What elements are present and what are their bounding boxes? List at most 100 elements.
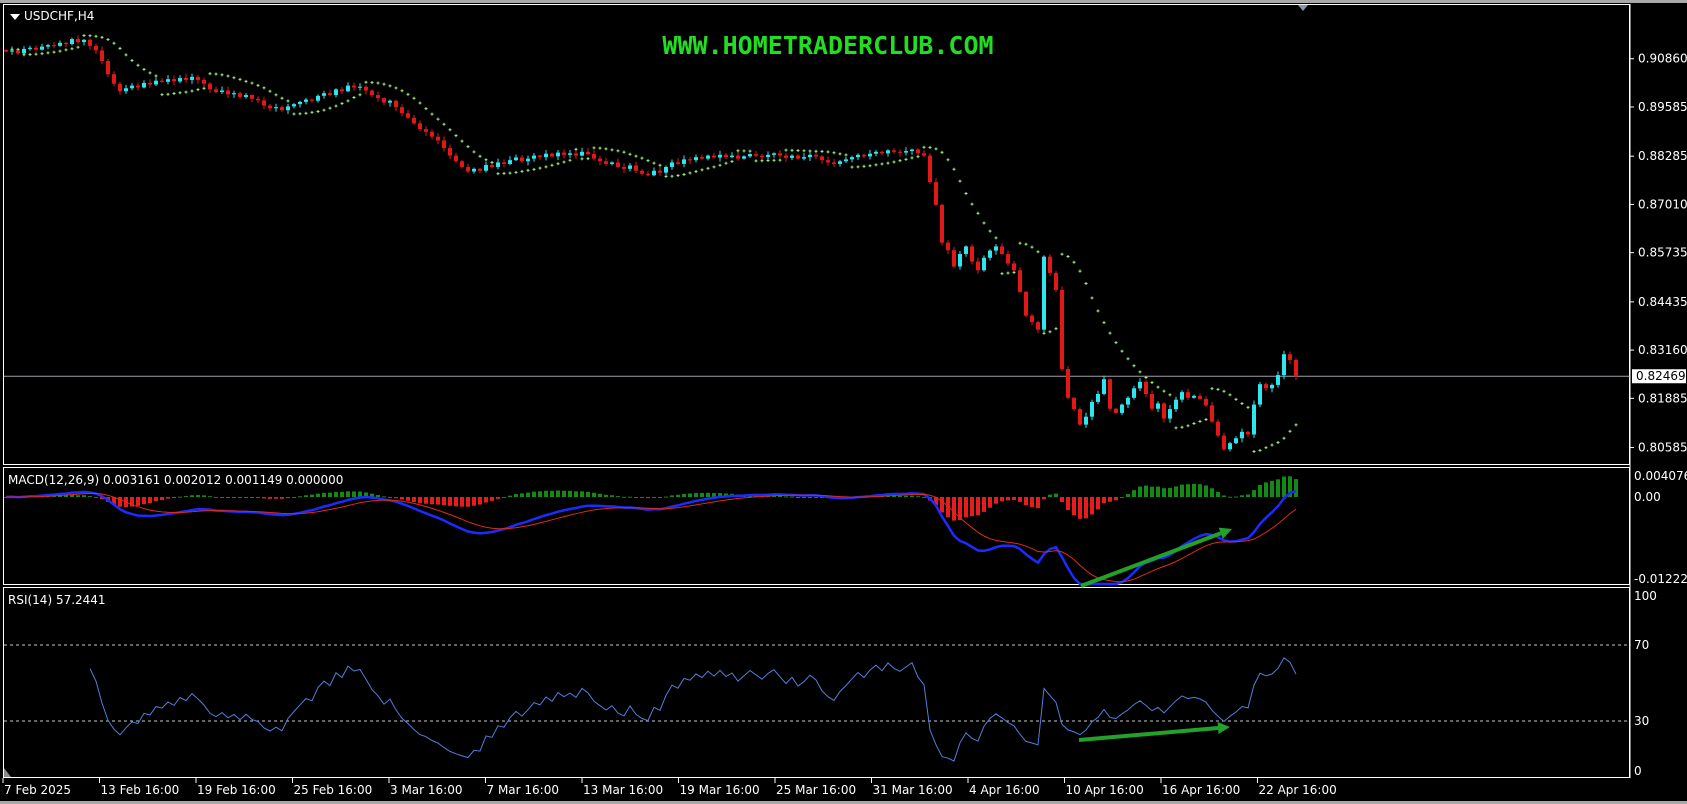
macd-histogram-bar [508, 495, 512, 498]
candle-body [214, 89, 218, 93]
candle [520, 154, 524, 163]
candle-body [472, 168, 476, 172]
candle [856, 153, 860, 160]
candle [1048, 254, 1052, 276]
symbol-menu-triangle-icon[interactable] [10, 14, 20, 20]
candle [544, 150, 548, 161]
candle [1222, 432, 1226, 452]
candle [400, 104, 404, 117]
macd-histogram-bar [892, 495, 896, 498]
macd-histogram-bar [778, 495, 782, 498]
macd-histogram-bar [1174, 486, 1178, 498]
macd-histogram-bar [400, 497, 404, 500]
macd-histogram-bar [148, 497, 152, 504]
sar-dot [712, 165, 716, 169]
candle-body [232, 93, 236, 95]
sar-dot [988, 229, 992, 233]
candle-body [892, 150, 896, 152]
sar-dot [700, 168, 704, 172]
candle-body [1072, 397, 1076, 410]
sar-dot [1240, 402, 1244, 406]
candle-body [406, 113, 410, 118]
sar-dot [1006, 271, 1010, 275]
macd-histogram-bar [1288, 476, 1292, 498]
candle [874, 150, 878, 157]
candle-body [220, 90, 224, 93]
sar-dot [910, 156, 914, 160]
candle-body [1144, 381, 1148, 394]
sar-dot [100, 35, 104, 39]
candle-body [1192, 395, 1196, 398]
candle-body [454, 155, 458, 162]
candle [868, 149, 872, 160]
candle-body [784, 155, 788, 158]
candle [136, 82, 140, 91]
macd-histogram-bar [1156, 486, 1160, 498]
sar-dot [526, 168, 530, 172]
rsi-line [89, 657, 1297, 762]
candle-body [1096, 393, 1100, 402]
macd-histogram-bar [568, 490, 572, 498]
macd-histogram-bar [520, 493, 524, 498]
sar-dot [142, 67, 146, 71]
macd-histogram-bar [274, 497, 278, 499]
candle [610, 161, 614, 166]
candle-body [1102, 379, 1106, 394]
time-axis-label: 25 Feb 16:00 [294, 783, 373, 797]
sar-dot [1012, 270, 1016, 274]
macd-histogram-bar [448, 497, 452, 506]
sar-dot [220, 73, 224, 77]
candle [928, 153, 932, 184]
candle-body [1006, 253, 1010, 264]
candle-body [724, 154, 728, 158]
candle [160, 78, 164, 83]
candle-body [634, 165, 638, 171]
candle [454, 152, 458, 164]
sar-dot [1288, 429, 1292, 433]
candle-body [604, 161, 608, 164]
sar-dot [826, 150, 830, 154]
candle-body [370, 90, 374, 96]
sar-dot [508, 171, 512, 175]
candle-body [412, 117, 416, 124]
scroll-marker-icon [4, 768, 11, 777]
rsi-axis-label: 100 [1634, 589, 1657, 603]
candle [658, 166, 662, 177]
candle-body [946, 242, 950, 251]
candle-body [100, 50, 104, 62]
sar-dot [934, 147, 938, 151]
sar-dot [766, 158, 770, 162]
candle-body [448, 148, 452, 156]
macd-histogram-bar [676, 494, 680, 498]
candle [286, 103, 290, 115]
macd-histogram-bar [436, 497, 440, 505]
sar-dot [886, 161, 890, 165]
candle-body [748, 154, 752, 157]
candle [898, 149, 902, 157]
sar-dot [748, 149, 752, 153]
sar-dot [40, 52, 44, 56]
sar-dot [982, 221, 986, 225]
window-top-border [0, 0, 1687, 3]
candle-body [1180, 392, 1184, 400]
candle [994, 244, 998, 255]
candle-body [460, 161, 464, 167]
candle-body [586, 151, 590, 155]
macd-histogram-bar [604, 494, 608, 498]
sar-dot [214, 72, 218, 76]
sar-dot [952, 167, 956, 171]
chart-shift-marker-icon[interactable] [1298, 5, 1308, 11]
candle-body [1132, 388, 1136, 398]
sar-dot [118, 46, 122, 50]
macd-histogram-bar [1270, 480, 1274, 498]
candle [202, 77, 206, 88]
macd-histogram-bar [1210, 488, 1214, 498]
candle [892, 148, 896, 154]
sar-dot [22, 53, 26, 57]
current-price-box [1632, 369, 1686, 384]
macd-histogram-bar [898, 495, 902, 498]
macd-histogram-bar [634, 497, 638, 499]
macd-histogram-bar [1018, 497, 1022, 502]
macd-histogram-bar [184, 496, 188, 498]
